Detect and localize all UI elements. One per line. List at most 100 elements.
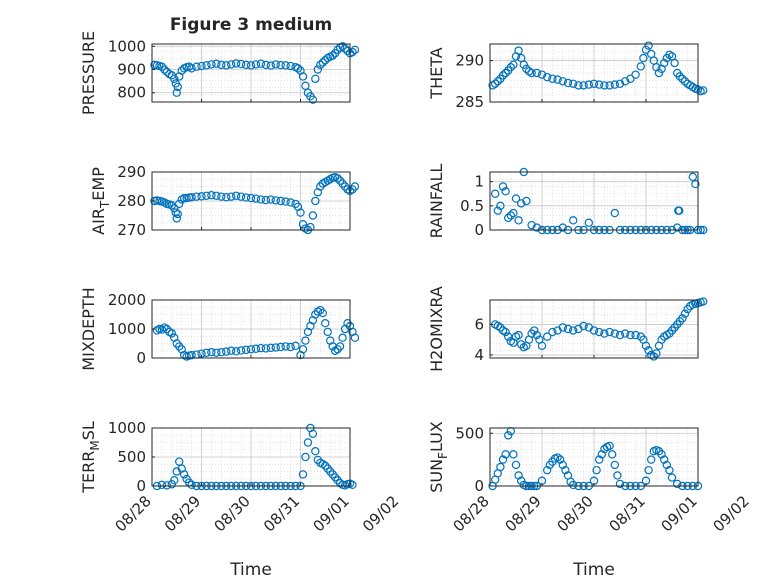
x-tick-label: 08/29 [502, 492, 545, 535]
data-point [251, 60, 261, 69]
data-point [537, 341, 547, 350]
data-point [202, 61, 211, 70]
data-point [605, 327, 614, 337]
y-axis-label: TERRMSL [79, 421, 102, 494]
data-point [527, 220, 536, 230]
data-point [553, 453, 562, 462]
data-point [675, 206, 684, 215]
data-point [522, 64, 531, 74]
data-point [496, 462, 505, 472]
data-point [298, 219, 308, 229]
data-point [615, 330, 625, 340]
panel-terrmsl: 0 500 1000 TERRMSL 08/28 08/29 08/30 08/31 09/01… [79, 419, 402, 580]
data-point [226, 192, 236, 201]
data-point [636, 62, 646, 71]
data-point [569, 326, 578, 335]
data-point [271, 60, 280, 69]
data-point [563, 324, 573, 334]
data-point [162, 481, 172, 490]
data-point [498, 182, 508, 191]
data-point [236, 346, 246, 355]
data-point [561, 465, 570, 475]
data-point [680, 309, 690, 318]
data-point [172, 88, 181, 97]
data-point [514, 330, 523, 340]
data-point [569, 216, 578, 225]
x-tick-label: 09/02 [359, 492, 402, 535]
data-point [340, 44, 350, 53]
x-tick-label: 08/28 [112, 492, 155, 535]
data-point [246, 345, 256, 354]
data-point [179, 470, 189, 479]
data-point [509, 450, 518, 459]
data-point [579, 321, 588, 331]
data-point [276, 342, 285, 352]
data-point [318, 459, 327, 469]
data-point [654, 68, 664, 78]
data-point [496, 201, 505, 211]
data-point [595, 455, 604, 464]
data-point [222, 193, 231, 202]
y-tick-label: 6 [474, 315, 484, 333]
data-point [673, 479, 682, 489]
data-point [173, 82, 182, 92]
x-tick-label: 09/01 [658, 492, 701, 535]
data-point [276, 196, 285, 206]
y-axis-label: H2OMIXRA [427, 286, 446, 372]
data-point [335, 342, 345, 351]
data-point [171, 208, 180, 217]
y-tick-label: 900 [117, 61, 146, 79]
y-axis-label: THETA [427, 47, 446, 99]
data-point [517, 199, 526, 208]
data-point [251, 344, 261, 353]
data-point [626, 330, 635, 340]
data-point [511, 460, 521, 470]
y-axis-label: RAINFALL [427, 164, 446, 239]
data-point [217, 348, 226, 357]
data-point [333, 174, 342, 183]
data-point [532, 223, 542, 232]
data-point [212, 59, 221, 68]
data-point [311, 447, 320, 456]
data-point [187, 193, 196, 202]
data-point [610, 329, 620, 338]
data-point [644, 346, 653, 355]
data-point [293, 64, 303, 73]
data-point [241, 60, 251, 70]
data-point [491, 79, 500, 88]
data-point [222, 347, 231, 356]
data-point [657, 450, 666, 459]
data-point [231, 191, 241, 200]
data-point [584, 218, 594, 227]
y-axis-label: AIRTEMP [89, 167, 112, 235]
y-tick-label: 1000 [108, 320, 146, 338]
x-axis-label: Time [572, 560, 615, 580]
data-point [170, 476, 179, 485]
data-point [256, 343, 266, 353]
data-point [662, 460, 672, 470]
data-point [665, 465, 674, 475]
data-point [231, 59, 241, 68]
data-point [615, 479, 625, 489]
data-point [532, 330, 542, 340]
data-point [527, 68, 536, 78]
panel-theta: 285 290 THETA [427, 41, 708, 111]
y-tick-label: 0 [136, 477, 146, 495]
data-point [197, 61, 206, 71]
data-point [311, 196, 320, 206]
data-point [592, 465, 601, 475]
data-point [236, 59, 246, 69]
y-tick-label: 270 [117, 221, 146, 239]
data-point [308, 211, 318, 220]
panel-airtemp: 270 280 290 AIRTEMP [89, 163, 360, 239]
data-point [328, 51, 337, 60]
data-point [338, 42, 347, 51]
data-point [323, 327, 332, 337]
data-point [543, 332, 552, 341]
data-point [574, 81, 583, 90]
data-point [644, 465, 653, 475]
y-tick-label: 800 [117, 84, 146, 102]
data-point [644, 41, 653, 50]
data-point [543, 72, 552, 82]
